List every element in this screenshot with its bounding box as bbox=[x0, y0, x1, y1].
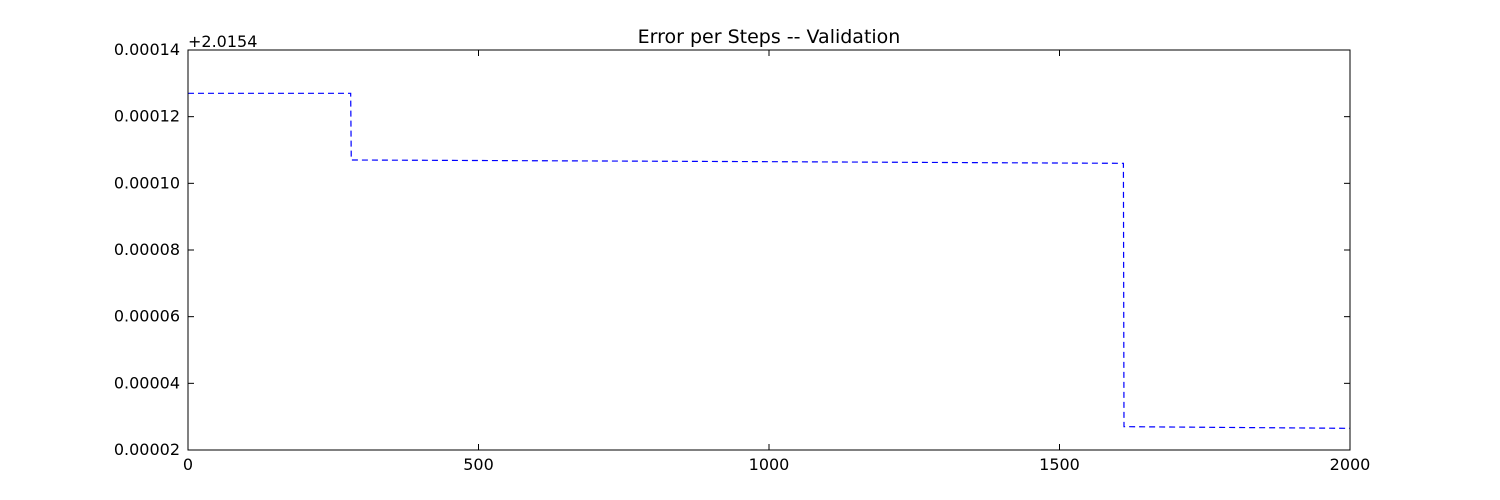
ticks-layer bbox=[187, 49, 1351, 451]
y-tick-label: 0.00010 bbox=[114, 173, 180, 192]
y-axis-offset-label: +2.0154 bbox=[188, 32, 257, 51]
x-tick-label: 0 bbox=[183, 455, 193, 474]
y-tick-label: 0.00014 bbox=[114, 40, 180, 59]
tick-labels-layer: 0 500 1000 1500 2000 0.00002 0.00004 0.00006 0.0… bbox=[114, 40, 1371, 474]
y-tick-label: 0.00006 bbox=[114, 307, 180, 326]
y-tick-label: 0.00004 bbox=[114, 373, 180, 392]
x-tick-label: 1000 bbox=[749, 455, 790, 474]
plot-frame bbox=[187, 49, 1351, 451]
y-tick-label: 0.00002 bbox=[114, 440, 180, 459]
chart-title: Error per Steps -- Validation bbox=[638, 26, 901, 48]
x-tick-label: 2000 bbox=[1330, 455, 1371, 474]
y-tick-label: 0.00008 bbox=[114, 240, 180, 259]
series-line bbox=[188, 92, 1351, 429]
x-tick-label: 1500 bbox=[1039, 455, 1080, 474]
y-tick-label: 0.00012 bbox=[114, 107, 180, 126]
series-layer bbox=[188, 92, 1351, 429]
x-tick-label: 500 bbox=[463, 455, 494, 474]
